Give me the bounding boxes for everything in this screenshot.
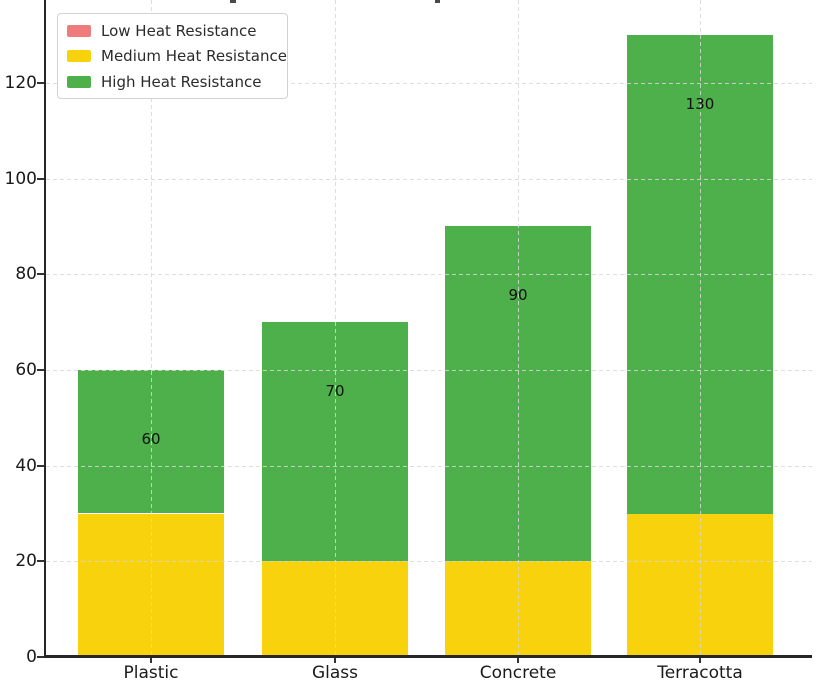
x-tick-label-concrete: Concrete <box>479 663 557 683</box>
y-tick-mark <box>37 82 44 84</box>
gridline-horizontal <box>46 370 812 371</box>
y-tick-mark <box>37 369 44 371</box>
bar-total-label: 90 <box>508 286 528 304</box>
y-tick-label: 0 <box>26 647 37 667</box>
gridline-horizontal <box>46 274 812 275</box>
x-tick-label-plastic: Plastic <box>123 663 179 683</box>
y-tick-label: 20 <box>15 551 37 571</box>
x-tick-mark <box>517 658 519 663</box>
bar-total-label: 70 <box>325 382 345 400</box>
medium-heat-swatch <box>67 50 91 62</box>
gridline-vertical <box>700 0 701 656</box>
y-tick-label: 120 <box>4 73 37 93</box>
legend-label-high-heat: High Heat Resistance <box>101 72 262 91</box>
y-tick-label: 80 <box>15 264 37 284</box>
bar-total-label: 130 <box>685 95 715 113</box>
legend-label-medium-heat: Medium Heat Resistance <box>101 47 287 65</box>
x-tick-mark <box>150 658 152 663</box>
x-tick-mark <box>699 658 701 663</box>
y-tick-label: 40 <box>15 456 37 476</box>
gridline-vertical <box>151 0 152 656</box>
x-tick-label-glass: Glass <box>311 663 359 683</box>
gridline-horizontal <box>46 466 812 467</box>
low-heat-swatch <box>67 24 91 37</box>
legend: Low Heat Resistance Medium Heat Resistan… <box>57 13 288 99</box>
y-tick-label: 60 <box>15 360 37 380</box>
high-heat-swatch <box>67 75 91 88</box>
cropped-title-descender <box>435 0 440 3</box>
x-tick-mark <box>334 658 336 663</box>
legend-item-low-heat: Low Heat Resistance <box>67 19 281 43</box>
x-tick-label-terracotta: Terracotta <box>657 663 743 683</box>
y-tick-mark <box>37 560 44 562</box>
y-tick-mark <box>37 273 44 275</box>
x-axis-line <box>44 655 812 658</box>
legend-label-low-heat: Low Heat Resistance <box>101 21 257 40</box>
cropped-title-descender <box>230 0 236 3</box>
y-tick-mark <box>37 178 44 180</box>
bar-total-label: 60 <box>141 430 161 448</box>
gridline-horizontal <box>46 561 812 562</box>
legend-item-medium-heat: Medium Heat Resistance <box>67 44 287 68</box>
gridline-vertical <box>335 0 336 656</box>
gridline-vertical <box>518 0 519 656</box>
y-tick-label: 100 <box>4 169 37 189</box>
gridline-horizontal <box>46 83 812 84</box>
legend-item-high-heat: High Heat Resistance <box>67 70 281 94</box>
y-axis-line <box>44 0 46 658</box>
gridline-horizontal <box>46 179 812 180</box>
y-tick-mark <box>37 656 44 658</box>
y-tick-mark <box>37 465 44 467</box>
